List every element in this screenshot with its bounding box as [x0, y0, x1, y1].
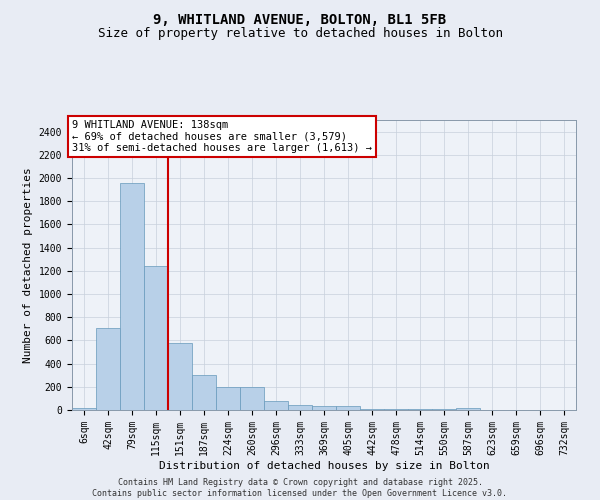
Bar [384, 408, 408, 410]
Text: Contains HM Land Registry data © Crown copyright and database right 2025.
Contai: Contains HM Land Registry data © Crown c… [92, 478, 508, 498]
Bar [312, 406, 336, 410]
Text: 9 WHITLAND AVENUE: 138sqm
← 69% of detached houses are smaller (3,579)
31% of se: 9 WHITLAND AVENUE: 138sqm ← 69% of detac… [72, 120, 372, 153]
Bar [240, 388, 264, 410]
Bar [120, 182, 144, 410]
X-axis label: Distribution of detached houses by size in Bolton: Distribution of detached houses by size … [158, 460, 490, 470]
Text: 9, WHITLAND AVENUE, BOLTON, BL1 5FB: 9, WHITLAND AVENUE, BOLTON, BL1 5FB [154, 12, 446, 26]
Bar [336, 406, 360, 410]
Bar [168, 344, 192, 410]
Bar [288, 405, 312, 410]
Bar [456, 408, 480, 410]
Bar [360, 408, 384, 410]
Y-axis label: Number of detached properties: Number of detached properties [23, 167, 33, 363]
Text: Size of property relative to detached houses in Bolton: Size of property relative to detached ho… [97, 28, 503, 40]
Bar [216, 387, 240, 410]
Bar [72, 408, 96, 410]
Bar [144, 266, 168, 410]
Bar [264, 400, 288, 410]
Bar [96, 328, 120, 410]
Bar [192, 374, 216, 410]
